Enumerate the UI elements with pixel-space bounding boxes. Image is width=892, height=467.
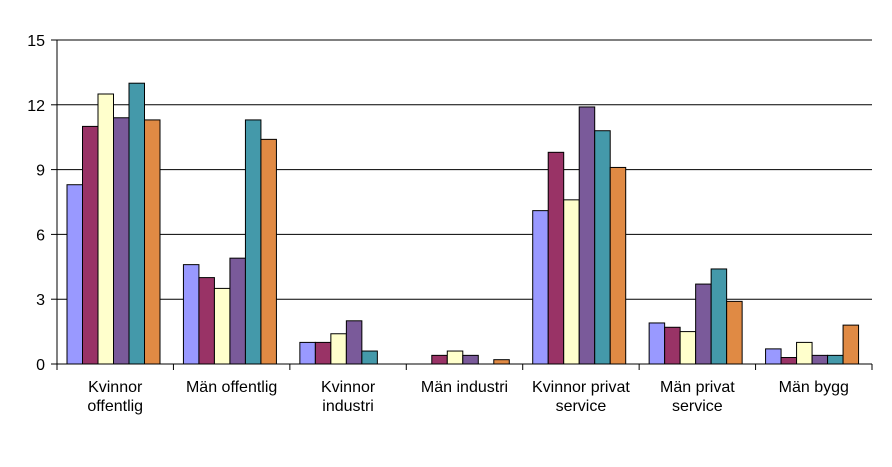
bar	[345, 320, 363, 365]
y-tick-label: 15	[27, 33, 45, 50]
bar	[361, 350, 378, 365]
x-tick-label: Män industri	[421, 379, 508, 396]
bar	[648, 322, 666, 365]
y-tick-label: 9	[36, 163, 45, 180]
bar	[726, 300, 743, 365]
y-tick-label: 6	[36, 227, 45, 244]
bar	[446, 350, 464, 365]
bar	[780, 357, 798, 365]
bar	[532, 210, 549, 365]
bar	[493, 359, 510, 365]
bar	[144, 119, 161, 365]
bar	[66, 184, 83, 365]
bar	[431, 354, 448, 365]
y-tick-label: 0	[36, 357, 45, 374]
x-tick-label: Män offentlig	[186, 379, 277, 396]
x-tick-label: Kvinnor offentlig	[87, 379, 143, 415]
bar	[462, 354, 479, 365]
x-tick-label: Kvinnor industri	[321, 379, 376, 415]
bar	[710, 268, 728, 365]
x-tick-label: Män bygg	[779, 379, 849, 396]
bar	[182, 264, 200, 365]
y-tick-label: 3	[36, 292, 45, 309]
bar	[594, 130, 611, 365]
bar	[330, 333, 347, 365]
bar	[679, 331, 697, 365]
bar	[765, 348, 782, 365]
bar	[578, 106, 596, 365]
x-tick-label: Män privat service	[660, 379, 735, 415]
bar	[547, 151, 565, 365]
bar	[128, 82, 145, 365]
axes	[51, 39, 873, 370]
x-tick-label: Kvinnor privat service	[532, 379, 630, 415]
bar	[695, 283, 712, 365]
bar	[244, 119, 262, 365]
bar	[213, 287, 231, 365]
bar	[827, 354, 844, 365]
bar	[299, 341, 316, 365]
y-tick-label: 12	[27, 98, 45, 115]
bar	[314, 341, 332, 365]
bar	[563, 199, 580, 365]
bar	[811, 354, 829, 365]
bar	[260, 138, 277, 365]
bars	[66, 82, 860, 365]
bar	[97, 93, 114, 365]
bar	[113, 117, 130, 365]
bar	[82, 125, 99, 365]
bar	[664, 326, 681, 365]
labels: 0 3 6 9 12 15 Kvinnor offentlig Män offentlig Kvi…	[27, 33, 849, 415]
gridlines	[57, 39, 872, 300]
bar	[796, 341, 813, 365]
bar	[609, 166, 627, 365]
bar	[229, 257, 246, 365]
bar	[198, 277, 215, 365]
bar	[842, 324, 860, 365]
